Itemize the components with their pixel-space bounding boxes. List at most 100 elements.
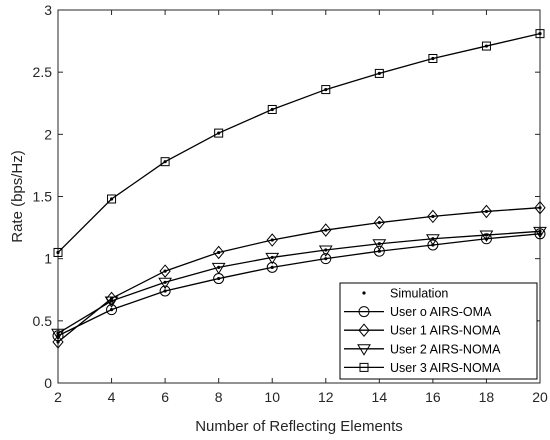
legend-label: User 2 AIRS-NOMA	[390, 342, 501, 356]
x-tick-label: 20	[532, 389, 548, 405]
simulation-point	[56, 250, 60, 255]
data-point-marker	[53, 247, 63, 257]
simulation-point	[538, 229, 542, 233]
simulation-point	[163, 280, 167, 284]
x-tick-label: 14	[372, 389, 388, 405]
y-tick-label: 0.5	[33, 313, 53, 329]
x-tick-label: 12	[318, 389, 334, 405]
data-point-marker	[373, 215, 385, 230]
simulation-point	[270, 255, 274, 260]
data-point-marker	[321, 85, 331, 95]
series-line	[57, 207, 541, 343]
data-point-marker	[51, 328, 65, 341]
data-point-marker	[267, 104, 277, 114]
simulation-point	[217, 265, 221, 269]
x-tick-label: 8	[215, 389, 223, 405]
legend-marker	[358, 323, 370, 337]
simulation-point	[324, 248, 328, 252]
x-axis-ticks: 2 4 6 8 10 12 14 16 18 20	[54, 10, 548, 405]
y-tick-label: 0	[44, 375, 52, 391]
data-point-marker	[534, 228, 546, 240]
y-tick-label: 3	[44, 2, 52, 18]
simulation-point	[431, 237, 435, 241]
y-tick-label: 1	[44, 251, 52, 267]
data-point-marker	[374, 68, 384, 78]
legend-marker	[359, 362, 369, 372]
series-layer	[51, 29, 547, 349]
simulation-point	[56, 331, 60, 335]
simulation-point	[270, 238, 274, 242]
data-point-marker	[266, 261, 278, 273]
data-point-marker	[159, 285, 171, 297]
x-tick-label: 2	[54, 389, 62, 405]
data-point-marker	[213, 245, 225, 260]
series-0	[52, 228, 546, 342]
simulation-point	[377, 242, 381, 246]
data-point-marker	[159, 264, 171, 278]
simulation-point	[270, 265, 274, 269]
simulation-point	[538, 206, 542, 210]
legend-marker	[357, 344, 371, 356]
legend-box	[339, 282, 538, 380]
series-line	[57, 32, 541, 253]
legend-label: User o AIRS-OMA	[390, 305, 492, 319]
y-tick-label: 2.5	[33, 64, 53, 80]
series-3	[53, 29, 545, 257]
data-point-marker	[535, 29, 545, 39]
data-point-marker	[160, 157, 170, 167]
data-point-marker	[211, 262, 226, 275]
simulation-point	[109, 296, 114, 301]
simulation-point	[163, 289, 167, 293]
data-point-marker	[266, 233, 278, 247]
y-tick-label: 2	[44, 126, 52, 142]
data-point-marker	[52, 335, 64, 349]
series-line	[57, 233, 541, 337]
y-tick-label: 1.5	[33, 189, 53, 205]
simulation-point	[538, 32, 542, 36]
data-point-marker	[426, 234, 440, 246]
simulation-point	[377, 221, 381, 225]
data-point-marker	[265, 252, 280, 265]
simulation-point	[324, 228, 328, 232]
data-point-marker	[428, 53, 438, 63]
simulation-point	[484, 44, 489, 48]
data-point-marker	[481, 41, 491, 51]
simulation-point	[538, 232, 542, 236]
x-tick-label: 6	[161, 389, 169, 405]
data-point-marker	[372, 239, 387, 251]
simulation-point	[377, 71, 381, 76]
simulation-point	[324, 257, 328, 261]
series-line	[57, 230, 541, 334]
simulation-point	[270, 107, 274, 112]
y-axis-label: Rate (bps/Hz)	[9, 150, 26, 243]
data-point-marker	[534, 200, 546, 215]
simulation-point	[163, 160, 167, 164]
simulation-point	[109, 197, 114, 201]
data-point-marker	[427, 209, 439, 224]
data-point-marker	[107, 194, 117, 204]
simulation-point	[56, 340, 60, 344]
simulation-point	[109, 308, 114, 312]
legend-label-simulation: Simulation	[390, 287, 448, 301]
data-point-marker	[533, 226, 547, 239]
simulation-point	[324, 87, 328, 92]
legend: Simulation User o AIRS-OMA User 1 AIRS-NOM…	[339, 282, 538, 380]
simulation-point	[484, 209, 489, 214]
y-axis-ticks: 0 0.5 1 1.5 2 2.5 3	[33, 2, 540, 391]
data-point-marker	[320, 253, 332, 265]
data-point-marker	[373, 245, 385, 257]
x-tick-label: 18	[479, 389, 495, 405]
simulation-point	[431, 56, 435, 61]
legend-label: User 3 AIRS-NOMA	[390, 361, 501, 375]
simulation-point	[109, 299, 114, 303]
data-point-marker	[479, 230, 494, 243]
simulation-point	[163, 269, 167, 273]
data-point-marker	[318, 245, 333, 257]
series-2	[51, 226, 547, 341]
simulation-point	[431, 214, 435, 218]
x-tick-label: 4	[108, 389, 116, 405]
legend-simulation-dot	[362, 291, 366, 295]
x-tick-label: 10	[264, 389, 280, 405]
simulation-point	[217, 276, 221, 281]
